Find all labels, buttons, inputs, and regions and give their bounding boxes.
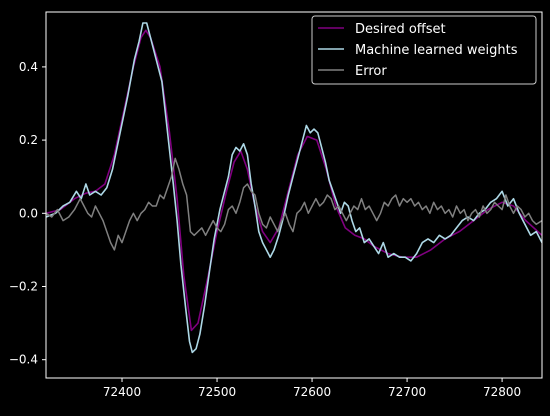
y-tick-label: 0.4 bbox=[19, 60, 38, 74]
legend: Desired offset Machine learned weights Err… bbox=[311, 15, 537, 85]
x-tick-label: 72400 bbox=[103, 385, 141, 399]
legend-label: Error bbox=[355, 64, 387, 79]
legend-label: Desired offset bbox=[355, 22, 446, 37]
x-tick-label: 72500 bbox=[198, 385, 236, 399]
series-line-error bbox=[46, 157, 542, 251]
x-tick-label: 72700 bbox=[388, 385, 426, 399]
series-line-machine-learned-weights bbox=[46, 22, 542, 354]
series-layer bbox=[46, 22, 542, 354]
y-tick-label: −0.2 bbox=[9, 280, 38, 294]
y-tick-label: −0.4 bbox=[9, 353, 38, 367]
legend-label: Machine learned weights bbox=[355, 43, 518, 58]
x-tick-label: 72800 bbox=[483, 385, 521, 399]
y-tick-label: 0.2 bbox=[19, 133, 38, 147]
axes-layer: 72400 72500 72600 72700 72800 −0.4 −0.2 0.0 0.2 0… bbox=[9, 11, 543, 399]
x-tick-label: 72600 bbox=[293, 385, 331, 399]
legend-box bbox=[311, 15, 537, 85]
plot-frame bbox=[45, 11, 543, 379]
y-tick-label: 0.0 bbox=[19, 206, 38, 220]
